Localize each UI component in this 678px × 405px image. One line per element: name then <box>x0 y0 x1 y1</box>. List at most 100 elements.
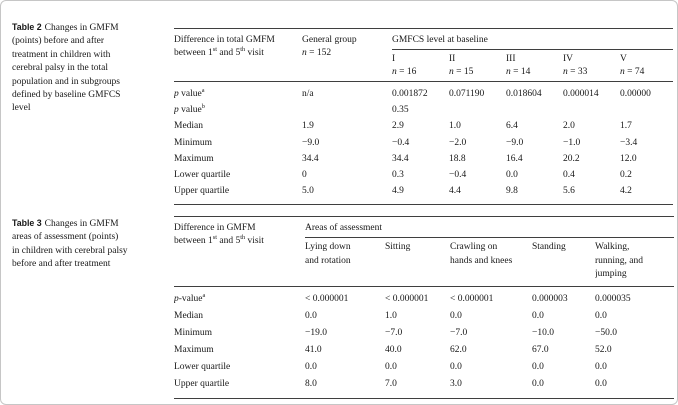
table-row: Lower quartile 0 0.3 −0.4 0.0 0.4 0.2 <box>174 167 673 183</box>
row-label: p valuea <box>174 82 302 103</box>
n-symbol: n <box>506 67 511 77</box>
table2-caption: Table 2 Changes in GMFM (points) before a… <box>12 21 170 116</box>
header-text: General group <box>302 35 357 45</box>
cell: < 0.000001 <box>305 293 349 304</box>
table-row: p-valuea < 0.000001 < 0.000001 < 0.000001 0… <box>174 286 674 308</box>
table2-caption-label: Table 2 <box>12 22 42 32</box>
cell: 0 <box>302 170 307 181</box>
row-label-text: Median <box>174 310 204 321</box>
table3-caption: Table 3 Changes in GMFM areas of assessme… <box>12 217 170 272</box>
cell: −1.0 <box>563 137 581 148</box>
n-value: = 14 <box>510 67 531 77</box>
level-roman: II <box>449 54 456 64</box>
cell: 4.2 <box>620 186 632 197</box>
row-label: Lower quartile <box>174 167 302 183</box>
cell <box>563 102 620 118</box>
cell: 6.4 <box>506 121 518 132</box>
table-row: Upper quartile 5.0 4.9 4.4 9.8 5.6 4.2 <box>174 183 673 205</box>
cell: 34.4 <box>302 153 319 164</box>
cell: 0.000014 <box>563 89 599 99</box>
p-symbol: p <box>174 105 179 116</box>
cell: −50.0 <box>595 327 617 338</box>
table3-header-row-1: Difference in GMFM between 1st and 5th v… <box>174 216 675 287</box>
cell <box>302 102 392 118</box>
cell: 0.018604 <box>506 89 542 99</box>
cell: −19.0 <box>305 327 327 338</box>
cell: 3.0 <box>450 378 462 389</box>
table2-caption-text: Changes in GMFM (points) before and afte… <box>12 23 121 114</box>
n-symbol: n <box>620 67 625 77</box>
cell: 1.0 <box>449 121 461 132</box>
cell: 0.0 <box>450 361 462 372</box>
row-label-text: Maximum <box>174 344 214 355</box>
row-label-text: Upper quartile <box>174 378 230 389</box>
level-n: n = 33 <box>563 66 616 79</box>
cell: −9.0 <box>302 137 320 148</box>
p-symbol: p <box>174 89 179 99</box>
cell: 18.8 <box>449 153 466 164</box>
table3-header-difference: Difference in GMFM between 1st and 5th v… <box>174 216 305 287</box>
ordinal-sup: th <box>240 45 246 53</box>
row-label: Maximum <box>174 151 302 167</box>
cell: 12.0 <box>620 153 637 164</box>
row-label: Maximum <box>174 342 305 359</box>
table3-grid: Difference in GMFM between 1st and 5th v… <box>174 216 675 399</box>
cell: < 0.000001 <box>385 293 429 304</box>
n-symbol: n <box>563 67 568 77</box>
table-row: Minimum −9.0 −0.4 −2.0 −9.0 −1.0 −3.4 <box>174 135 673 151</box>
level-n: n = 15 <box>449 66 502 79</box>
cell: 0.0 <box>305 361 317 372</box>
table3-col-standing: Standing <box>532 237 595 287</box>
cell: 0.0 <box>595 378 607 389</box>
table2-header-general-group: General group n = 152 <box>302 28 392 82</box>
n-symbol: n <box>449 67 454 77</box>
cell <box>506 102 563 118</box>
cell: 0.0 <box>595 361 607 372</box>
cell: 20.2 <box>563 153 580 164</box>
row-label-text: Lower quartile <box>174 170 231 181</box>
cell: 0.00000 <box>620 89 651 99</box>
row-label: p valueb <box>174 102 302 118</box>
footnote-sup: a <box>201 86 205 94</box>
cell: −0.4 <box>392 137 410 148</box>
cell: −2.0 <box>449 137 467 148</box>
cell: 40.0 <box>385 344 402 355</box>
n-symbol: n <box>302 48 307 58</box>
table3-col-crawling: Crawling on hands and knees <box>450 237 532 287</box>
cell: −7.0 <box>385 327 403 338</box>
cell: < 0.000001 <box>450 293 494 304</box>
cell: 62.0 <box>450 344 467 355</box>
cell: 1.7 <box>620 121 632 132</box>
cell: 9.8 <box>506 186 518 197</box>
cell: −7.0 <box>450 327 468 338</box>
footnote-sup: a <box>202 291 206 299</box>
cell: 1.0 <box>385 310 397 321</box>
cell: 41.0 <box>305 344 322 355</box>
cell: 0.35 <box>392 105 409 116</box>
row-label-text: value <box>178 89 202 99</box>
n-value: = 15 <box>453 67 474 77</box>
cell: 52.0 <box>595 344 612 355</box>
table2-grid: Difference in total GMFM between 1st and… <box>174 28 674 206</box>
cell: −10.0 <box>532 327 554 338</box>
row-label-text: Median <box>174 121 204 132</box>
cell: 7.0 <box>385 378 397 389</box>
cell: −9.0 <box>506 137 524 148</box>
cell: 5.0 <box>302 186 314 197</box>
cell: 4.4 <box>449 186 461 197</box>
table2-col-level-III: III n = 14 <box>506 49 563 82</box>
level-roman: III <box>506 54 516 64</box>
level-roman: V <box>620 54 627 64</box>
header-text: visit <box>245 48 264 58</box>
cell: 4.9 <box>392 186 404 197</box>
n-value: = 152 <box>306 48 332 58</box>
table-row: Minimum −19.0 −7.0 −7.0 −10.0 −50.0 <box>174 325 674 342</box>
cell: 34.4 <box>392 153 409 164</box>
row-label-text: Minimum <box>174 137 213 148</box>
table2-header-difference: Difference in total GMFM between 1st and… <box>174 28 302 82</box>
n-symbol: n <box>392 67 397 77</box>
table3-col-lying-down: Lying down and rotation <box>305 237 385 287</box>
